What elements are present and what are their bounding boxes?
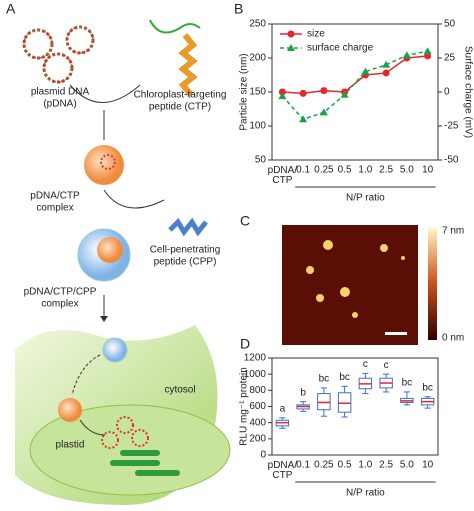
x-tick-label: 2.5	[379, 460, 393, 471]
x-tick-label: 1.0	[358, 165, 372, 176]
y2-tick-label: 25	[444, 53, 456, 64]
y2-axis-label: Surface charge (mV)	[462, 46, 473, 138]
y-tick-label: 0	[260, 450, 266, 461]
significance-letter: b	[300, 387, 306, 398]
marker	[340, 90, 349, 98]
y-tick-label: 50	[255, 155, 267, 166]
panel-letter: C	[240, 213, 250, 229]
y2-tick-label: -50	[444, 155, 459, 166]
colorbar-label: 7 nm	[442, 226, 464, 237]
marker	[320, 87, 328, 95]
panel-letter: A	[6, 1, 16, 17]
marker	[299, 115, 308, 123]
marker	[299, 89, 307, 97]
colorbar-label: 0 nm	[442, 333, 464, 344]
significance-letter: bc	[339, 372, 350, 383]
significance-letter: bc	[422, 382, 433, 393]
box	[337, 392, 352, 413]
significance-letter: bc	[402, 378, 413, 389]
y-axis-label: RLU mg⁻¹ protein	[239, 367, 250, 446]
y-tick-label: 200	[249, 53, 266, 64]
y-tick-label: 100	[249, 121, 266, 132]
label: plasmid DNA	[31, 87, 90, 98]
marker	[382, 60, 391, 68]
x-tick-label: 5.0	[400, 165, 414, 176]
x-tick-label: 0.1	[296, 165, 310, 176]
marker	[319, 108, 328, 116]
y-tick-label: 600	[249, 401, 266, 412]
label: plastid	[56, 440, 85, 451]
legend-label: size	[307, 29, 325, 40]
label: complex	[41, 299, 78, 310]
y2-tick-label: -25	[444, 121, 459, 132]
x-tick-label: 1.0	[358, 460, 372, 471]
x-tick-label: 0.5	[338, 460, 352, 471]
y-tick-label: 200	[249, 433, 266, 444]
y-tick-label: 400	[249, 417, 266, 428]
label: Cell-penetrating	[150, 245, 221, 256]
label: pDNA/CTP/CPP	[24, 287, 97, 298]
y-tick-label: 250	[249, 19, 266, 30]
label: peptide (CTP)	[149, 102, 211, 113]
afm-image	[282, 225, 437, 345]
label: pDNA/CTP	[30, 191, 80, 202]
panel-letter: D	[240, 336, 250, 352]
x-tick-label: 0.1	[296, 460, 310, 471]
marker	[361, 67, 370, 75]
y-tick-label: 150	[249, 87, 266, 98]
x-tick-label: 5.0	[400, 460, 414, 471]
legend-label: surface charge	[307, 43, 374, 54]
marker	[402, 51, 411, 59]
y-tick-label: 800	[249, 385, 266, 396]
significance-letter: c	[384, 360, 389, 371]
label: cytosol	[164, 385, 195, 396]
x-tick-label: 10	[422, 460, 434, 471]
x-tick-label: 10	[422, 165, 434, 176]
panel-letter: B	[234, 1, 243, 17]
marker	[423, 47, 432, 55]
y2-tick-label: 50	[444, 19, 456, 30]
label: complex	[36, 203, 73, 214]
label: peptide (CPP)	[154, 257, 217, 268]
x-tick-label: 0.25	[314, 165, 334, 176]
x-tick-label: pDNA/CTP	[268, 165, 298, 186]
marker	[278, 88, 286, 96]
legend-marker	[287, 44, 295, 51]
significance-letter: c	[363, 359, 368, 370]
x-axis-label: N/P ratio	[346, 193, 385, 204]
diagram	[15, 19, 231, 505]
marker	[278, 92, 287, 100]
x-tick-label: pDNA/CTP	[268, 460, 298, 481]
x-tick-label: 0.5	[338, 165, 352, 176]
legend-marker	[287, 30, 295, 38]
y-tick-label: 1000	[244, 369, 267, 380]
box	[317, 393, 331, 411]
x-axis-label: N/P ratio	[346, 488, 385, 499]
series-line	[282, 55, 428, 95]
marker	[382, 69, 390, 77]
significance-letter: a	[280, 403, 286, 414]
marker	[424, 52, 432, 60]
significance-letter: bc	[319, 374, 330, 385]
series-line	[281, 50, 428, 121]
y-tick-label: 1200	[244, 353, 267, 364]
x-tick-label: 0.25	[314, 460, 334, 471]
x-tick-label: 2.5	[379, 165, 393, 176]
y-axis-label: Particle size (nm)	[239, 53, 250, 130]
label: Chloroplast-targeting	[134, 90, 227, 101]
y2-tick-label: 0	[444, 87, 450, 98]
label: (pDNA)	[43, 99, 76, 110]
